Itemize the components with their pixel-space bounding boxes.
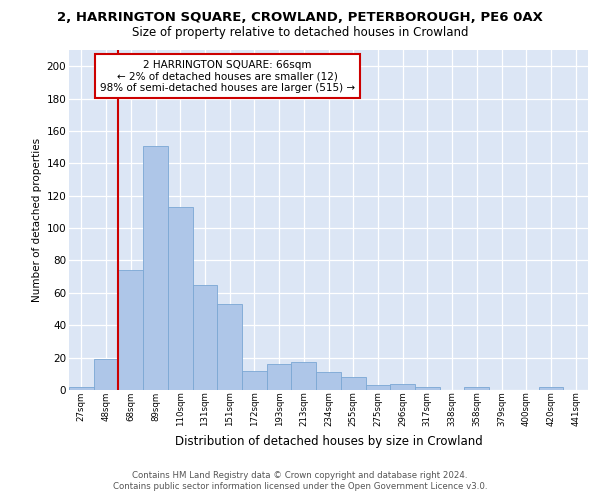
Bar bbox=[390, 384, 415, 390]
Bar bbox=[292, 362, 316, 390]
Text: 2, HARRINGTON SQUARE, CROWLAND, PETERBOROUGH, PE6 0AX: 2, HARRINGTON SQUARE, CROWLAND, PETERBOR… bbox=[57, 11, 543, 24]
Bar bbox=[193, 285, 217, 390]
Text: 2 HARRINGTON SQUARE: 66sqm
← 2% of detached houses are smaller (12)
98% of semi-: 2 HARRINGTON SQUARE: 66sqm ← 2% of detac… bbox=[100, 60, 355, 92]
Text: Contains HM Land Registry data © Crown copyright and database right 2024.: Contains HM Land Registry data © Crown c… bbox=[132, 471, 468, 480]
Bar bbox=[94, 359, 118, 390]
Bar bbox=[464, 387, 489, 390]
Bar bbox=[143, 146, 168, 390]
Bar bbox=[217, 304, 242, 390]
Bar bbox=[341, 377, 365, 390]
Bar bbox=[267, 364, 292, 390]
Bar bbox=[365, 385, 390, 390]
Y-axis label: Number of detached properties: Number of detached properties bbox=[32, 138, 43, 302]
Bar bbox=[539, 387, 563, 390]
Bar bbox=[415, 387, 440, 390]
Text: Size of property relative to detached houses in Crowland: Size of property relative to detached ho… bbox=[132, 26, 468, 39]
Bar bbox=[316, 372, 341, 390]
Text: Contains public sector information licensed under the Open Government Licence v3: Contains public sector information licen… bbox=[113, 482, 487, 491]
Bar bbox=[168, 207, 193, 390]
X-axis label: Distribution of detached houses by size in Crowland: Distribution of detached houses by size … bbox=[175, 434, 482, 448]
Bar bbox=[118, 270, 143, 390]
Bar bbox=[242, 370, 267, 390]
Bar bbox=[69, 387, 94, 390]
